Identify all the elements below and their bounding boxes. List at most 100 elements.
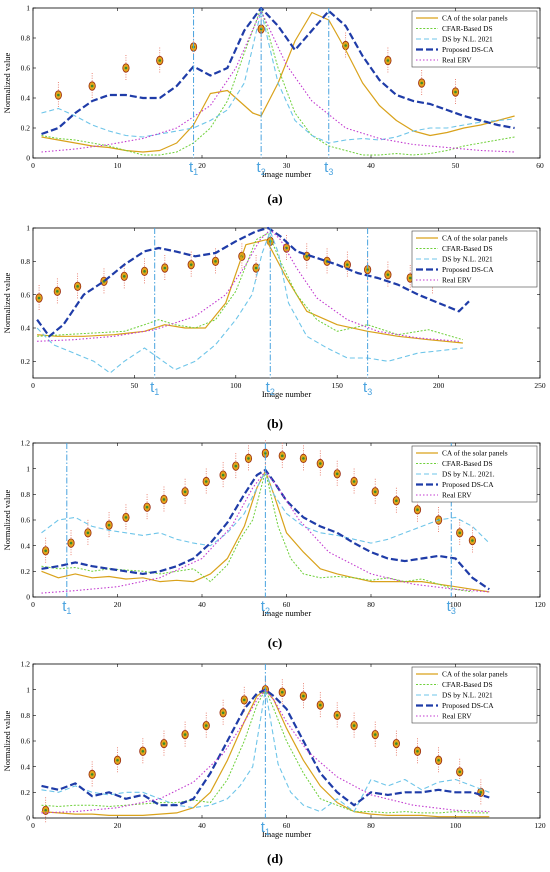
x-tick-label: 20 xyxy=(114,600,122,609)
caption-d: (d) xyxy=(267,851,283,866)
y-tick-label: 0.8 xyxy=(21,257,31,266)
data-marker-core xyxy=(319,703,322,707)
legend-label-dsnl: DS by N.L. 2021 xyxy=(442,255,493,264)
time-mark-label: t1 xyxy=(62,598,71,616)
legend-label-dsnl: DS by N.L. 2021. xyxy=(442,470,495,479)
x-tick-label: 250 xyxy=(534,381,546,390)
data-marker-core xyxy=(204,724,208,727)
y-tick-label: 0.2 xyxy=(21,567,31,576)
y-tick-label: 1.2 xyxy=(21,439,31,448)
x-tick-label: 60 xyxy=(283,600,291,609)
y-tick-label: 0.6 xyxy=(21,290,31,299)
x-tick-label: 0 xyxy=(31,821,35,830)
legend-label-erv: Real ERV xyxy=(442,712,472,721)
y-tick-label: 0.4 xyxy=(21,762,31,771)
data-marker-core xyxy=(458,770,462,774)
y-axis-label: Normalized value xyxy=(2,52,12,113)
data-marker-core xyxy=(352,480,356,483)
legend-label-ca: CA of the solar panels xyxy=(442,449,508,458)
x-tick-label: 100 xyxy=(230,381,242,390)
data-marker-core xyxy=(183,490,187,494)
x-tick-label: 120 xyxy=(534,600,546,609)
data-marker-core xyxy=(214,260,217,263)
series-line-ca xyxy=(37,239,463,344)
data-marker-core xyxy=(189,263,193,266)
data-marker-core xyxy=(124,66,128,70)
chart-panel-3: 0 20 40 60 80 100 120 0 0.2 0.4 0.6 0.8 1 1.2 Image nu… xyxy=(2,660,546,839)
data-marker-core xyxy=(44,549,47,553)
chart-panel-2: 0 20 40 60 80 100 120 0 0.2 0.4 0.6 0.8 1 1.2 Image nu… xyxy=(2,439,546,618)
time-mark-label: t2 xyxy=(257,159,266,177)
data-marker-core xyxy=(386,59,390,62)
data-marker-core xyxy=(280,454,284,458)
legend-label-proposed: Proposed DS-CA xyxy=(442,265,494,274)
series-line-erv xyxy=(41,689,490,814)
data-marker-core xyxy=(124,516,128,519)
y-tick-label: 1.2 xyxy=(21,660,31,669)
data-marker-core xyxy=(143,270,146,273)
time-mark-label: t1 xyxy=(189,159,198,177)
data-marker-core xyxy=(145,505,149,509)
data-marker-core xyxy=(221,473,225,477)
data-marker-core xyxy=(122,275,126,278)
data-marker-core xyxy=(57,93,60,97)
data-marker-core xyxy=(90,773,94,776)
data-marker-core xyxy=(335,714,339,717)
data-marker-core xyxy=(116,758,119,762)
data-marker-core xyxy=(183,733,187,736)
y-tick-label: 1 xyxy=(26,224,30,233)
data-marker-core xyxy=(302,694,305,698)
data-marker-core xyxy=(319,462,322,465)
x-tick-label: 0 xyxy=(31,161,35,170)
y-tick-label: 0.2 xyxy=(21,788,31,797)
x-tick-label: 0 xyxy=(31,381,35,390)
legend-label-proposed: Proposed DS-CA xyxy=(442,480,494,489)
time-mark-label: t3 xyxy=(447,598,456,616)
x-tick-label: 80 xyxy=(367,821,375,830)
chart-panel-1: 0 50 100 150 200 250 0.2 0.4 0.6 0.8 1 Image number… xyxy=(2,224,546,399)
x-tick-label: 60 xyxy=(283,821,291,830)
y-tick-label: 0.4 xyxy=(21,94,31,103)
legend-label-ca: CA of the solar panels xyxy=(442,14,508,23)
y-axis-label: Normalized value xyxy=(2,489,12,550)
y-tick-label: 1 xyxy=(26,4,30,13)
y-tick-label: 0.6 xyxy=(21,516,31,525)
x-axis-label: Image number xyxy=(262,608,311,618)
x-tick-label: 100 xyxy=(450,600,462,609)
x-tick-label: 40 xyxy=(198,600,206,609)
time-mark-label: t3 xyxy=(363,379,372,397)
data-marker-core xyxy=(158,59,162,62)
series-line-cfar xyxy=(41,7,515,156)
data-marker-core xyxy=(69,541,73,545)
data-marker-core xyxy=(204,480,208,483)
legend-label-cfar: CFAR-Based DS xyxy=(442,244,493,253)
data-marker-core xyxy=(373,733,377,736)
time-mark-label: t3 xyxy=(324,159,333,177)
data-marker-core xyxy=(280,690,284,694)
y-axis-label: Normalized value xyxy=(2,272,12,333)
legend-label-ca: CA of the solar panels xyxy=(442,670,508,679)
data-marker-core xyxy=(458,531,462,535)
data-marker-core xyxy=(386,273,390,276)
legend-label-dsnl: DS by N.L. 2021 xyxy=(442,35,493,44)
series-line-proposed xyxy=(41,6,515,136)
x-axis-label: Image number xyxy=(262,169,311,179)
caption-b: (b) xyxy=(267,416,283,431)
y-tick-label: 0 xyxy=(26,814,30,823)
data-marker-core xyxy=(56,290,59,293)
data-marker-core xyxy=(416,508,419,512)
data-marker-core xyxy=(141,749,145,753)
data-marker-core xyxy=(416,749,419,753)
chart-panel-0: 0 10 20 30 40 50 60 0 0.2 0.4 0.6 0.8 1 Image number N… xyxy=(2,4,544,179)
data-marker-core xyxy=(408,276,412,280)
data-marker-core xyxy=(76,285,79,288)
y-tick-label: 1 xyxy=(26,685,30,694)
data-marker-core xyxy=(471,539,474,542)
data-marker-core xyxy=(335,472,339,476)
y-tick-label: 0.6 xyxy=(21,64,31,73)
data-marker-core xyxy=(437,758,440,762)
y-tick-label: 0.2 xyxy=(21,124,31,133)
x-tick-label: 30 xyxy=(283,161,291,170)
x-tick-label: 100 xyxy=(450,821,462,830)
